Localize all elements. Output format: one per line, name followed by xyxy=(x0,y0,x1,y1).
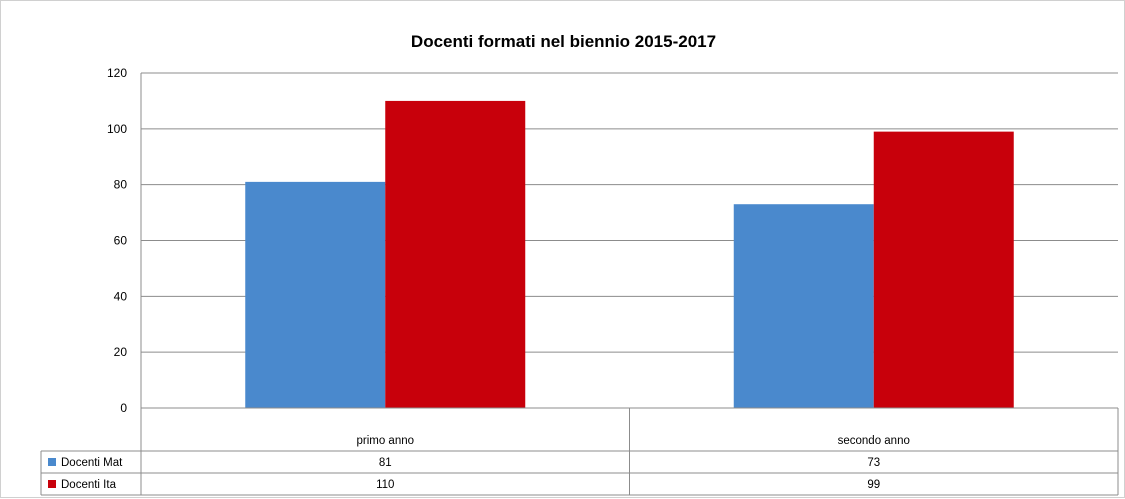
data-table-value: 73 xyxy=(867,457,880,469)
legend-label: Docenti Ita xyxy=(61,479,117,491)
x-tick-label: primo anno xyxy=(356,435,414,447)
data-table-value: 110 xyxy=(376,479,394,491)
legend-label: Docenti Mat xyxy=(61,457,123,469)
bar-docenti-ita xyxy=(385,100,526,409)
data-table-value: 81 xyxy=(379,457,392,469)
y-tick-label: 120 xyxy=(107,66,127,80)
legend-key-docenti-ita xyxy=(48,480,56,488)
bar-docenti-mat xyxy=(733,204,874,408)
data-table-value: 99 xyxy=(867,479,880,491)
bar-docenti-ita xyxy=(873,131,1014,408)
x-tick-label: secondo anno xyxy=(838,435,910,447)
y-tick-label: 0 xyxy=(120,401,127,415)
y-tick-label: 40 xyxy=(114,289,128,303)
y-tick-label: 100 xyxy=(107,122,127,136)
y-tick-label: 60 xyxy=(114,234,128,248)
chart-title: Docenti formati nel biennio 2015-2017 xyxy=(410,32,717,51)
legend-key-docenti-mat xyxy=(48,458,56,466)
y-tick-label: 80 xyxy=(114,178,128,192)
bar-docenti-mat xyxy=(245,181,386,408)
y-tick-label: 20 xyxy=(114,345,128,359)
